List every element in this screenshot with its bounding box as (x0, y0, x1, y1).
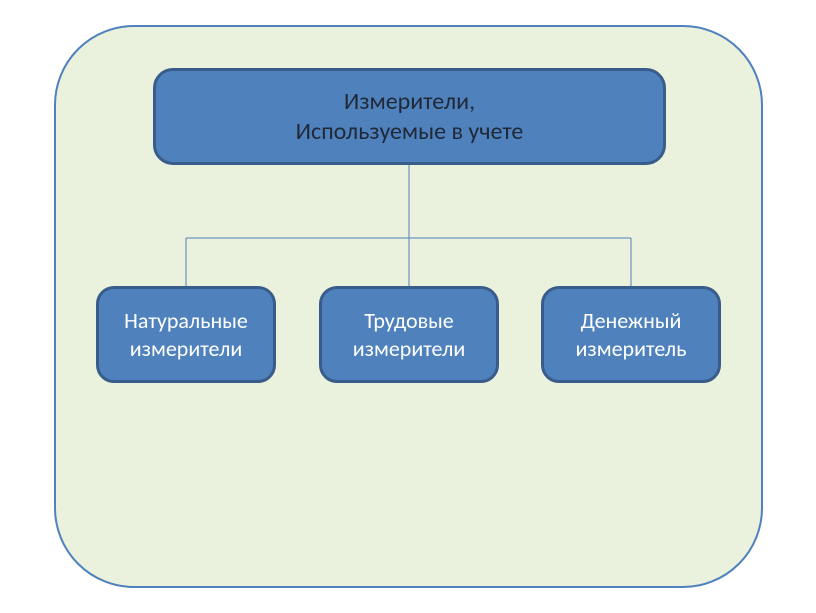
child1-line1: Натуральные (124, 307, 248, 335)
child2-line2: измерители (353, 335, 466, 363)
child-node-natural: Натуральные измерители (96, 286, 276, 383)
root-line2: Используемые в учете (296, 117, 524, 147)
child-node-monetary: Денежный измеритель (541, 286, 721, 383)
child-node-labor: Трудовые измерители (319, 286, 499, 383)
child1-line2: измерители (130, 335, 243, 363)
child2-line1: Трудовые (364, 307, 453, 335)
child3-line2: измеритель (576, 335, 687, 363)
child3-line1: Денежный (581, 307, 682, 335)
root-node: Измерители, Используемые в учете (153, 68, 666, 165)
root-line1: Измерители, (344, 87, 475, 117)
